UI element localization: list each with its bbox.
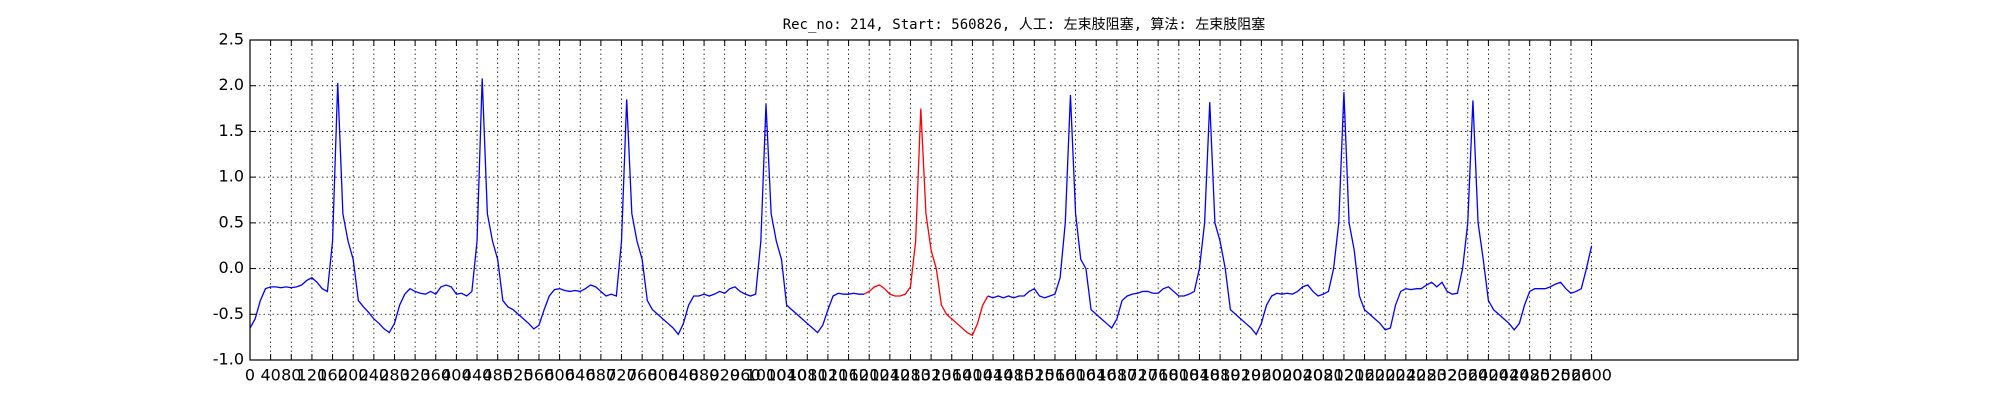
x-tick-label: 1240 [869, 366, 910, 385]
x-tick-label: 2600 [1571, 366, 1612, 385]
x-tick-label: 2480 [1509, 366, 1550, 385]
x-tick-label: 200 [338, 366, 369, 385]
x-tick-label: 1520 [1014, 366, 1055, 385]
x-tick-label: 2040 [1282, 366, 1323, 385]
x-tick-label: 1840 [1179, 366, 1220, 385]
x-tick-label: 2280 [1406, 366, 1447, 385]
x-tick-label: 400 [441, 366, 472, 385]
y-tick-label: 2.0 [219, 75, 244, 94]
x-tick-label: 1200 [849, 366, 890, 385]
x-tick-label: 2360 [1447, 366, 1488, 385]
x-tick-label: 2560 [1551, 366, 1592, 385]
x-tick-label: 680 [586, 366, 617, 385]
x-tick-label: 520 [503, 366, 534, 385]
x-tick-label: 320 [400, 366, 431, 385]
y-tick-label: -0.5 [213, 304, 244, 323]
x-tick-label: 800 [648, 366, 679, 385]
x-tick-label: 1120 [808, 366, 849, 385]
y-tick-label: 0.0 [219, 258, 244, 277]
x-tick-label: 1280 [890, 366, 931, 385]
x-tick-label: 2200 [1365, 366, 1406, 385]
x-tick-label: 1480 [993, 366, 1034, 385]
x-tick-label: 1360 [931, 366, 972, 385]
x-tick-label: 240 [359, 366, 390, 385]
x-tick-label: 440 [462, 366, 493, 385]
x-tick-label: 280 [379, 366, 410, 385]
x-tick-label: 840 [668, 366, 699, 385]
x-tick-label: 1720 [1117, 366, 1158, 385]
y-tick-label: 2.5 [219, 30, 244, 49]
x-tick-label: 2080 [1303, 366, 1344, 385]
y-tick-label: 1.0 [219, 167, 244, 186]
x-tick-label: 2000 [1262, 366, 1303, 385]
x-tick-label: 40 [260, 366, 280, 385]
y-tick-label: -1.0 [213, 350, 244, 369]
x-tick-label: 80 [281, 366, 301, 385]
x-tick-label: 2120 [1324, 366, 1365, 385]
x-tick-label: 1440 [973, 366, 1014, 385]
x-tick-label: 1320 [911, 366, 952, 385]
x-tick-label: 160 [317, 366, 348, 385]
x-tick-label: 360 [420, 366, 451, 385]
x-tick-label: 600 [544, 366, 575, 385]
x-tick-label: 1400 [952, 366, 993, 385]
x-tick-label: 920 [709, 366, 740, 385]
x-tick-label: 640 [565, 366, 596, 385]
x-tick-label: 0 [245, 366, 255, 385]
x-tick-label: 2160 [1344, 366, 1385, 385]
x-tick-label: 1160 [828, 366, 869, 385]
x-tick-label: 120 [297, 366, 328, 385]
x-tick-label: 1000 [746, 366, 787, 385]
x-tick-label: 1920 [1220, 366, 1261, 385]
y-tick-label: 1.5 [219, 121, 244, 140]
x-tick-label: 1600 [1055, 366, 1096, 385]
x-tick-label: 2400 [1468, 366, 1509, 385]
x-tick-label: 1560 [1035, 366, 1076, 385]
x-tick-label: 760 [627, 366, 658, 385]
x-tick-label: 1080 [787, 366, 828, 385]
x-tick-label: 1960 [1241, 366, 1282, 385]
y-tick-label: 0.5 [219, 212, 244, 231]
x-tick-label: 1800 [1158, 366, 1199, 385]
x-tick-label: 1640 [1076, 366, 1117, 385]
plot-frame [249, 39, 1799, 361]
x-tick-label: 960 [730, 366, 761, 385]
x-tick-label: 1760 [1138, 366, 1179, 385]
x-tick-label: 2440 [1489, 366, 1530, 385]
chart-title: Rec_no: 214, Start: 560826, 人工: 左束肢阻塞, 算… [783, 16, 1266, 33]
line-series [249, 78, 1593, 336]
x-tick-label: 1040 [766, 366, 807, 385]
line-series [863, 108, 989, 337]
x-tick-label: 560 [524, 366, 555, 385]
x-tick-label: 880 [689, 366, 720, 385]
x-tick-label: 2240 [1385, 366, 1426, 385]
x-tick-label: 480 [482, 366, 513, 385]
x-tick-label: 2320 [1427, 366, 1468, 385]
x-tick-label: 720 [606, 366, 637, 385]
x-tick-label: 1680 [1097, 366, 1138, 385]
x-tick-label: 1880 [1200, 366, 1241, 385]
x-tick-label: 2520 [1530, 366, 1571, 385]
